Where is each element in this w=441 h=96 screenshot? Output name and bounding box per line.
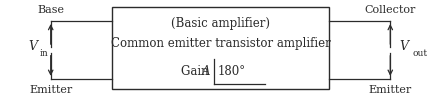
Text: (Basic amplifier): (Basic amplifier) — [171, 17, 270, 30]
Text: Gain: Gain — [181, 65, 212, 78]
Bar — [112, 7, 329, 89]
Text: Common emitter transistor amplifier: Common emitter transistor amplifier — [111, 37, 330, 50]
Text: Collector: Collector — [365, 5, 416, 15]
Text: out: out — [412, 49, 427, 58]
Text: 180°: 180° — [218, 65, 246, 78]
Text: A: A — [202, 65, 210, 78]
Text: Base: Base — [37, 5, 64, 15]
Text: V: V — [29, 40, 37, 53]
Text: V: V — [399, 40, 408, 53]
Text: in: in — [40, 49, 49, 58]
Text: Emitter: Emitter — [29, 85, 72, 95]
Text: Emitter: Emitter — [369, 85, 412, 95]
